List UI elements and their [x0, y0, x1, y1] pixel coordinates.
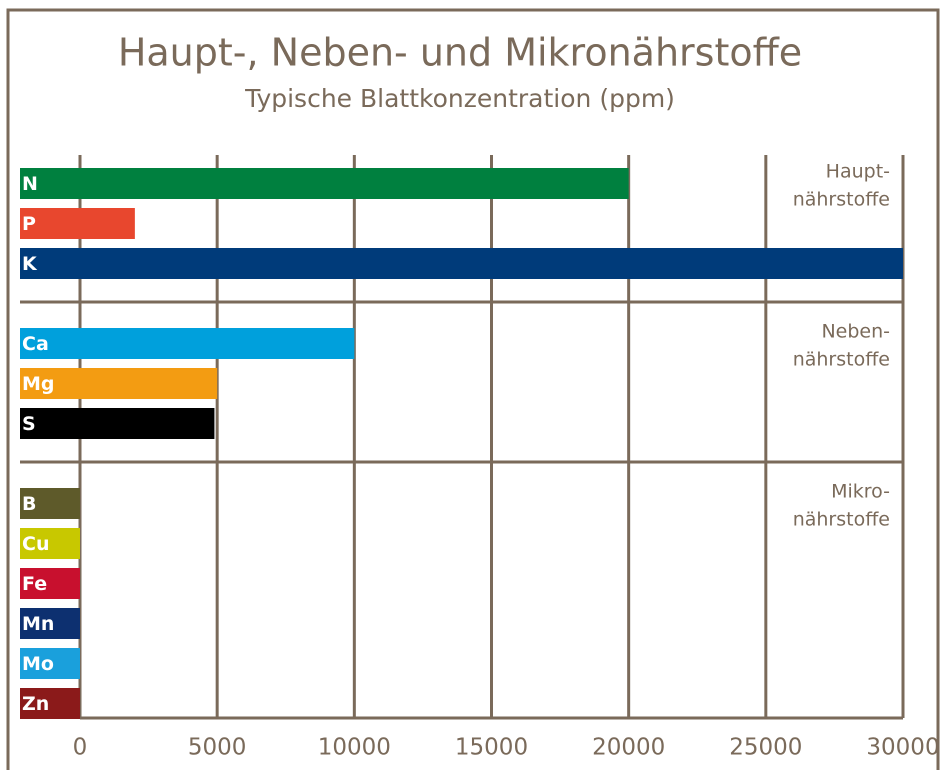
x-tick-label: 25000	[729, 735, 802, 761]
bar	[20, 568, 80, 599]
category-label: K	[22, 253, 38, 275]
category-label: Mo	[22, 653, 54, 675]
bar	[20, 328, 355, 359]
bar	[20, 408, 215, 439]
group-label: nährstoffe	[793, 349, 890, 371]
group-label: Neben-	[821, 321, 890, 343]
category-label: B	[22, 493, 36, 515]
x-tick-label: 20000	[592, 735, 665, 761]
bar	[20, 168, 629, 199]
category-label: Fe	[22, 573, 47, 595]
category-label: Mn	[22, 613, 54, 635]
group-label: Mikro-	[831, 481, 890, 503]
category-label: S	[22, 413, 36, 435]
chart-subtitle: Typische Blattkonzentration (ppm)	[244, 84, 675, 113]
x-tick-label: 5000	[188, 735, 247, 761]
frame	[6, 8, 940, 770]
category-label: Zn	[22, 693, 49, 715]
category-label: Ca	[22, 333, 49, 355]
category-label: Cu	[22, 533, 49, 555]
group-label: Haupt-	[826, 161, 890, 183]
x-tick-label: 15000	[455, 735, 528, 761]
bar	[20, 368, 218, 399]
group-label: nährstoffe	[793, 189, 890, 211]
bar	[20, 688, 80, 719]
x-tick-label: 30000	[866, 735, 939, 761]
chart-title: Haupt-, Neben- und Mikronährstoffe	[118, 31, 802, 75]
bar	[20, 248, 903, 279]
x-tick-label: 10000	[318, 735, 391, 761]
x-tick-label: 0	[73, 735, 88, 761]
bar	[20, 208, 135, 239]
category-label: P	[22, 213, 36, 235]
category-label: Mg	[22, 373, 55, 395]
bar	[20, 648, 80, 679]
category-label: N	[22, 173, 38, 195]
bar	[20, 528, 80, 559]
group-label: nährstoffe	[793, 509, 890, 531]
bar	[20, 488, 80, 519]
bar	[20, 608, 80, 639]
